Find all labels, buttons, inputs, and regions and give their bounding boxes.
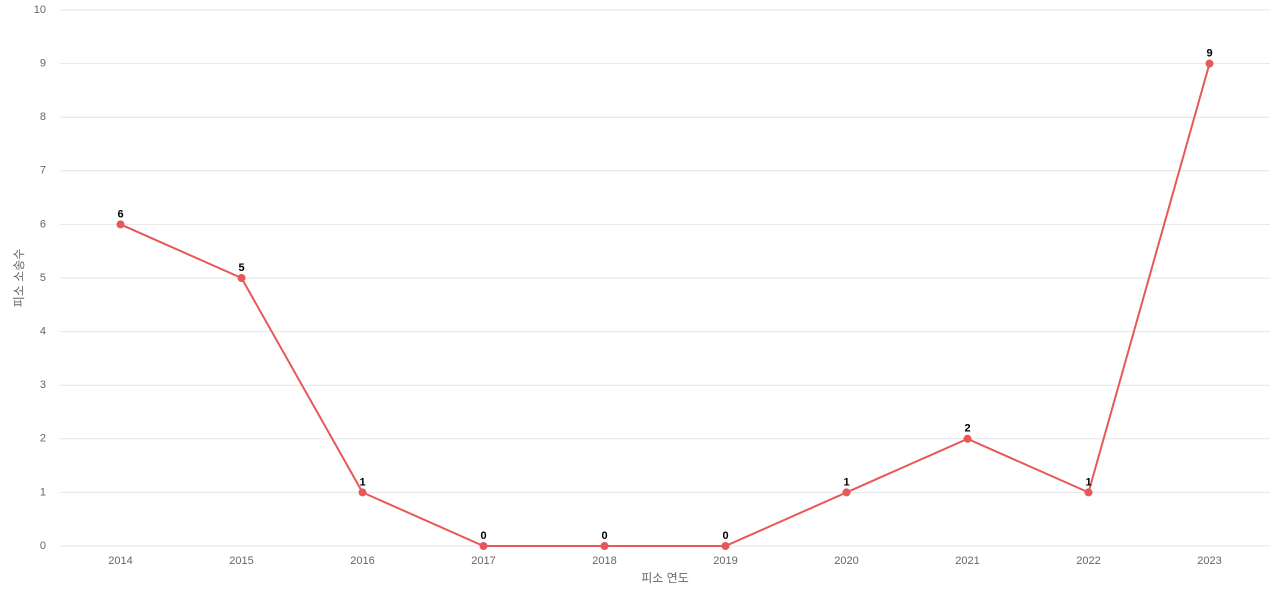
data-label: 1: [359, 476, 365, 488]
point: [358, 488, 367, 497]
data-label: 2: [964, 423, 970, 435]
point: [1205, 59, 1214, 68]
x-tick-label: 2020: [834, 555, 858, 567]
data-label: 1: [843, 476, 849, 488]
point: [721, 542, 730, 550]
x-axis-title: 피소 연도: [641, 571, 689, 585]
point: [116, 220, 125, 229]
y-tick-label: 4: [40, 326, 46, 338]
x-tick-label: 2021: [955, 555, 979, 567]
y-tick-label: 5: [40, 272, 46, 284]
x-tick-label: 2016: [350, 555, 374, 567]
y-tick-label: 10: [34, 4, 46, 16]
y-tick-label: 6: [40, 218, 46, 230]
y-tick-label: 3: [40, 379, 46, 391]
y-tick-label: 9: [40, 58, 46, 70]
x-tick-label: 2015: [229, 555, 253, 567]
data-label: 0: [722, 530, 728, 542]
x-tick-label: 2019: [713, 555, 737, 567]
point: [600, 542, 609, 550]
point: [237, 274, 246, 282]
y-tick-label: 0: [40, 540, 46, 552]
y-axis-title: 피소 소송수: [12, 249, 26, 308]
point: [479, 542, 488, 550]
data-label: 9: [1206, 48, 1212, 60]
y-tick-label: 7: [40, 165, 46, 177]
x-tick-label: 2017: [471, 555, 495, 567]
line: [120, 63, 1211, 547]
data-label: 6: [117, 208, 123, 220]
data-label: 5: [238, 262, 244, 274]
point: [842, 488, 851, 497]
x-tick-label: 2023: [1197, 555, 1221, 567]
x-tick-label: 2018: [592, 555, 616, 567]
x-tick-label: 2014: [108, 555, 132, 567]
data-label: 0: [480, 530, 486, 542]
data-label: 0: [601, 530, 607, 542]
y-tick-label: 2: [40, 433, 46, 445]
point: [963, 434, 972, 443]
point: [1084, 488, 1093, 497]
x-tick-label: 2022: [1076, 555, 1100, 567]
data-label: 1: [1085, 476, 1091, 488]
y-tick-label: 8: [40, 111, 46, 123]
y-tick-label: 1: [40, 486, 46, 498]
